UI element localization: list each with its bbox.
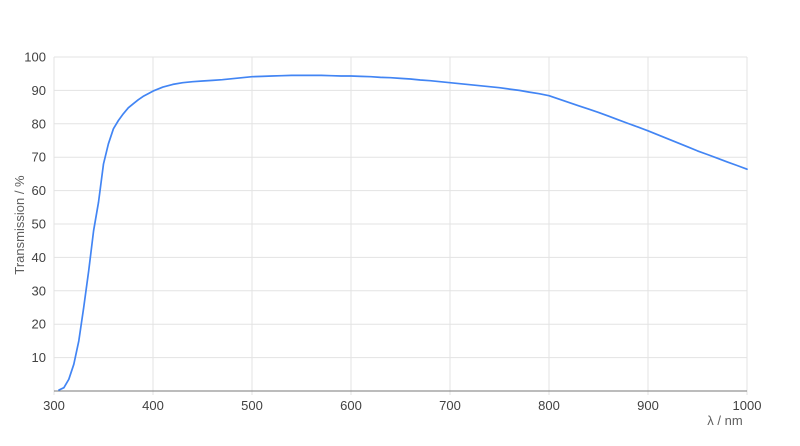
x-tick-label: 600 <box>340 398 362 413</box>
x-tick-label: 700 <box>439 398 461 413</box>
x-tick-label: 400 <box>142 398 164 413</box>
x-tick-label: 800 <box>538 398 560 413</box>
y-tick-label: 40 <box>32 250 46 265</box>
y-tick-label: 30 <box>32 283 46 298</box>
y-tick-label: 20 <box>32 317 46 332</box>
y-tick-label: 70 <box>32 150 46 165</box>
x-tick-label: 1000 <box>733 398 762 413</box>
x-tick-label: 900 <box>637 398 659 413</box>
y-tick-label: 100 <box>24 50 46 65</box>
x-axis-title: λ / nm <box>707 413 743 428</box>
y-tick-label: 80 <box>32 116 46 131</box>
x-tick-label: 500 <box>241 398 263 413</box>
y-axis-title: Transmission / % <box>12 175 27 275</box>
transmission-curve <box>58 74 748 391</box>
y-tick-label: 10 <box>32 350 46 365</box>
y-tick-label: 60 <box>32 183 46 198</box>
y-tick-label: 50 <box>32 217 46 232</box>
y-tick-label: 90 <box>32 83 46 98</box>
x-tick-label: 300 <box>43 398 65 413</box>
